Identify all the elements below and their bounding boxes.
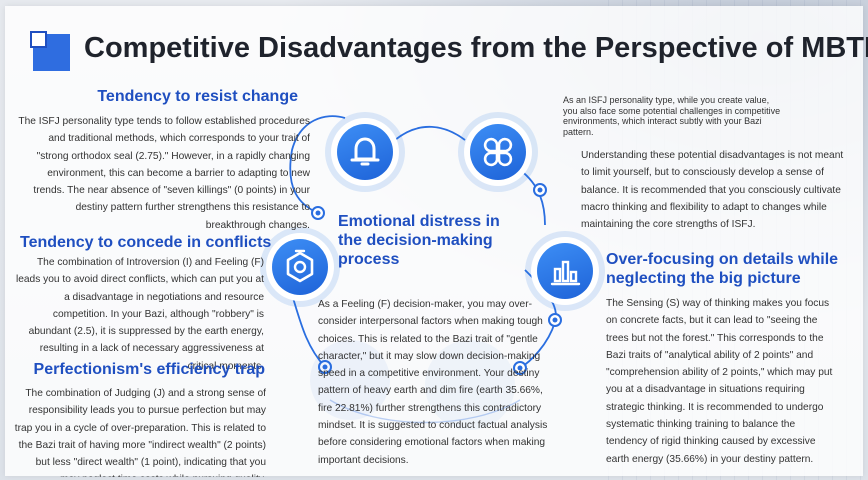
bar-chart-icon [550,260,581,286]
bell-icon [350,137,380,166]
logo-icon [30,31,70,71]
text-over-focusing: The Sensing (S) way of thinking makes yo… [606,298,833,465]
text-understanding: Understanding these potential disadvanta… [581,150,844,231]
page-title: Competitive Disadvantages from the Persp… [84,32,868,64]
clover-icon-badge [464,118,532,186]
heading-concede-conflicts: Tendency to concede in conflicts [20,234,272,251]
heading-perfectionism: Perfectionism's efficiency trap [33,361,265,378]
content-panel [5,6,863,476]
heading-resist-change: Tendency to resist change [97,88,298,105]
hexagon-icon-badge [266,233,334,301]
text-perfectionism: The combination of Judging (J) and a str… [14,388,266,477]
heading-over-focusing: Over-focusing on details while neglectin… [606,251,839,287]
hexagon-gem-icon [286,249,314,283]
text-emotional-distress: As a Feeling (F) decision-maker, you may… [318,299,548,466]
bell-icon-badge [331,118,399,186]
heading-emotional-distress: Emotional distress in the decision-makin… [338,213,500,268]
clover-icon [483,137,513,167]
text-concede-conflicts: The combination of Introversion (I) and … [15,257,264,372]
text-intro: As an ISFJ personality type, while you c… [563,95,781,137]
text-resist-change: The ISFJ personality type tends to follo… [18,116,310,231]
chart-icon-badge [531,237,599,305]
